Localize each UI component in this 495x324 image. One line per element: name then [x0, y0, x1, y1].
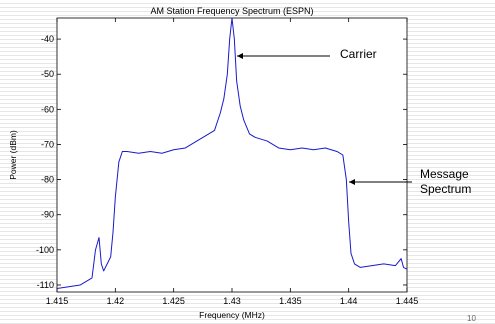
y-tick-label: -80: [41, 175, 54, 185]
x-tick-label: 1.43: [223, 296, 241, 306]
x-tick-label: 1.42: [107, 296, 125, 306]
carrier-label: Carrier: [340, 47, 377, 61]
axes: 1.415 1.42 1.425 1.43 1.435 1.44 1.445 -40 -50 -6…: [36, 18, 418, 306]
message-spectrum-label-line2: Spectrum: [420, 182, 471, 196]
message-spectrum-label: Message Spectrum: [420, 167, 472, 196]
y-tick-label: -50: [41, 69, 54, 79]
y-tick-label: -70: [41, 139, 54, 149]
series-layer: [56, 17, 408, 289]
chart-title: AM Station Frequency Spectrum (ESPN): [150, 6, 313, 16]
x-tick-label: 1.415: [46, 296, 69, 306]
x-axis-label: Frequency (MHz): [199, 310, 265, 320]
y-tick-label: -60: [41, 104, 54, 114]
message-spectrum-annotation: Message Spectrum: [349, 167, 472, 196]
spectrum-line: [56, 17, 408, 289]
x-tick-label: 1.44: [340, 296, 358, 306]
y-tick-label: -90: [41, 210, 54, 220]
carrier-arrowhead: [237, 53, 243, 59]
plot-area: [56, 17, 408, 293]
y-tick-label: -40: [41, 34, 54, 44]
y-tick-label: -110: [37, 280, 54, 290]
message-spectrum-arrowhead: [349, 179, 355, 185]
carrier-annotation: Carrier: [237, 47, 377, 61]
x-tick-label: 1.425: [162, 296, 185, 306]
y-tick-label: -100: [36, 245, 54, 255]
x-tick-label: 1.435: [279, 296, 302, 306]
page-number: 10: [467, 314, 476, 323]
x-tick-label: 1.445: [396, 296, 419, 306]
y-axis-label: Power (dBm): [8, 130, 18, 180]
message-spectrum-label-line1: Message: [420, 167, 469, 181]
